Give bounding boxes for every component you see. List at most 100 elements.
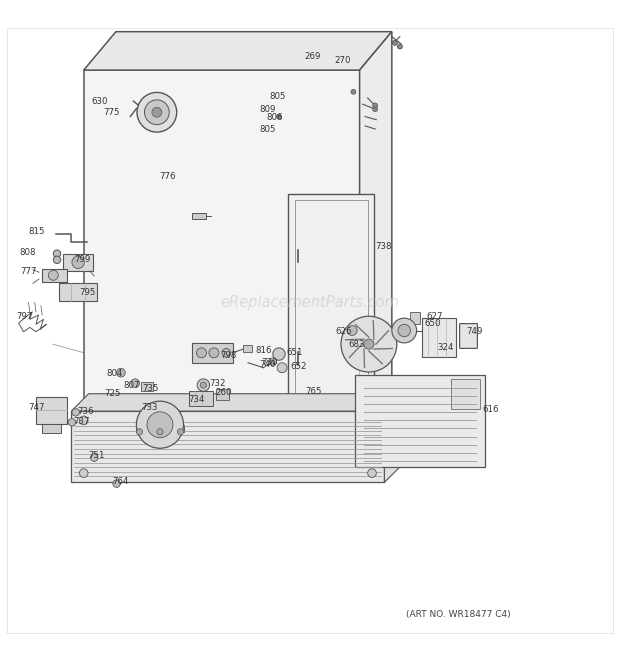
Circle shape	[392, 318, 417, 343]
Circle shape	[398, 325, 410, 336]
Bar	[192, 213, 206, 219]
Text: 805: 805	[270, 92, 286, 100]
Polygon shape	[305, 428, 327, 463]
Text: 260: 260	[216, 388, 232, 397]
Text: 270: 270	[335, 56, 352, 65]
Bar	[422, 318, 456, 356]
Text: 798: 798	[220, 351, 236, 360]
Circle shape	[277, 363, 287, 373]
Text: 816: 816	[255, 346, 272, 355]
Polygon shape	[42, 424, 61, 433]
Text: 630: 630	[92, 97, 108, 106]
Bar	[451, 379, 481, 409]
Circle shape	[136, 429, 143, 435]
Text: 764: 764	[113, 477, 129, 486]
Circle shape	[200, 382, 206, 388]
Text: 749: 749	[466, 327, 482, 336]
Text: 747: 747	[28, 403, 45, 412]
Text: 627: 627	[427, 313, 443, 321]
Text: 804: 804	[106, 369, 123, 378]
Polygon shape	[384, 394, 402, 483]
Circle shape	[137, 93, 177, 132]
Text: 651: 651	[286, 348, 303, 357]
Circle shape	[131, 379, 140, 387]
Text: 776: 776	[159, 173, 175, 181]
Text: 740: 740	[259, 360, 276, 369]
Text: 738: 738	[375, 243, 391, 251]
Circle shape	[113, 480, 120, 487]
Circle shape	[341, 316, 397, 372]
Polygon shape	[42, 268, 67, 282]
Circle shape	[72, 408, 79, 416]
Circle shape	[373, 106, 378, 112]
Circle shape	[368, 469, 376, 477]
Bar	[243, 346, 252, 352]
Bar	[410, 312, 420, 325]
Circle shape	[392, 40, 397, 46]
Text: 797: 797	[16, 313, 32, 321]
Circle shape	[209, 348, 219, 358]
Text: 815: 815	[28, 227, 45, 236]
Polygon shape	[36, 397, 67, 424]
Polygon shape	[71, 411, 384, 483]
Bar	[141, 382, 153, 391]
Circle shape	[72, 256, 84, 268]
Circle shape	[152, 107, 162, 117]
Text: 765: 765	[305, 387, 322, 396]
Circle shape	[147, 412, 173, 438]
Text: eReplacementParts.com: eReplacementParts.com	[221, 295, 399, 310]
Circle shape	[373, 103, 378, 108]
Text: 737: 737	[73, 417, 90, 426]
Text: 734: 734	[188, 395, 205, 405]
Polygon shape	[63, 254, 93, 271]
Circle shape	[269, 358, 277, 366]
Text: 650: 650	[425, 319, 441, 328]
Text: 736: 736	[78, 407, 94, 416]
Text: 730: 730	[261, 358, 278, 368]
Bar	[216, 389, 229, 400]
Polygon shape	[59, 284, 97, 301]
Circle shape	[53, 256, 61, 264]
Circle shape	[364, 339, 374, 349]
Circle shape	[79, 416, 88, 425]
Circle shape	[347, 325, 357, 336]
Text: 324: 324	[437, 343, 453, 352]
Bar	[189, 391, 213, 406]
Circle shape	[397, 44, 402, 49]
Text: 652: 652	[290, 362, 307, 371]
Bar	[459, 323, 477, 348]
Bar	[460, 325, 476, 346]
Circle shape	[351, 89, 356, 95]
Text: 799: 799	[74, 255, 91, 264]
Polygon shape	[355, 375, 485, 467]
Polygon shape	[71, 394, 402, 411]
Circle shape	[117, 368, 125, 377]
Circle shape	[273, 348, 285, 360]
Polygon shape	[360, 32, 392, 420]
Polygon shape	[192, 343, 232, 363]
Text: 683: 683	[348, 340, 365, 348]
Circle shape	[277, 114, 281, 119]
Text: 809: 809	[259, 105, 275, 114]
Text: 795: 795	[79, 288, 95, 297]
Bar	[288, 194, 374, 420]
Circle shape	[53, 250, 61, 257]
Text: 808: 808	[19, 248, 36, 257]
Text: 807: 807	[123, 381, 140, 389]
Polygon shape	[84, 32, 392, 70]
Circle shape	[222, 348, 231, 357]
Circle shape	[68, 418, 76, 426]
Text: (ART NO. WR18477 C4): (ART NO. WR18477 C4)	[407, 610, 511, 619]
Circle shape	[48, 270, 58, 280]
Bar	[294, 200, 368, 414]
Text: 751: 751	[88, 451, 104, 460]
Circle shape	[144, 100, 169, 125]
Polygon shape	[116, 428, 138, 463]
Text: 733: 733	[141, 403, 158, 412]
Polygon shape	[84, 70, 360, 420]
Bar	[136, 425, 184, 432]
Circle shape	[91, 454, 98, 461]
Circle shape	[197, 379, 210, 391]
Text: 626: 626	[335, 327, 352, 336]
Text: 725: 725	[104, 389, 121, 398]
